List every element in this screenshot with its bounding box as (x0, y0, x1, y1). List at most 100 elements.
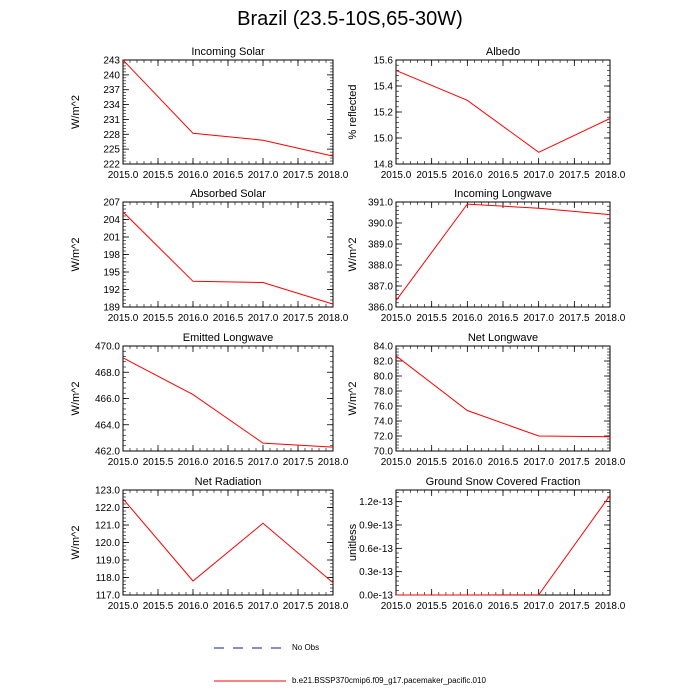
x-tick-label: 2015.5 (416, 313, 447, 324)
x-tick-label: 2016.5 (488, 170, 519, 181)
x-tick-label: 2016.5 (488, 601, 519, 612)
y-tick-label: 1.2e-13 (359, 497, 393, 508)
x-tick-label: 2018.0 (318, 601, 349, 612)
x-tick-label: 2016.0 (452, 170, 483, 181)
x-tick-label: 2016.0 (178, 457, 209, 468)
panel-title: Incoming Longwave (454, 188, 552, 200)
x-tick-label: 2016.5 (213, 313, 244, 324)
x-tick-label: 2018.0 (318, 170, 349, 181)
plot-frame (395, 59, 611, 165)
y-tick-label: 84.0 (374, 342, 394, 353)
y-tick-label: 15.6 (374, 56, 394, 67)
panel-8: Ground Snow Covered Fraction 2015.0 2015.5… (347, 476, 626, 612)
y-tick-label: 80.0 (374, 372, 394, 383)
x-tick-label: 2016.0 (178, 601, 209, 612)
y-tick-label: 0.0e-13 (359, 591, 393, 602)
series-line (122, 211, 334, 305)
y-tick-label: 121.0 (95, 521, 120, 532)
y-tick-label: 74.0 (374, 417, 394, 428)
y-tick-label: 0.6e-13 (359, 544, 393, 555)
y-tick-label: 15.2 (374, 108, 394, 119)
y-tick-label: 243 (103, 56, 120, 67)
y-tick-label: 390.0 (368, 219, 393, 230)
plot-frame (122, 345, 334, 452)
x-tick-label: 2016.5 (213, 170, 244, 181)
series-line (395, 69, 611, 153)
x-tick-label: 2015.5 (143, 601, 174, 612)
y-axis-label: % reflected (347, 84, 359, 139)
y-tick-label: 228 (103, 130, 120, 141)
y-tick-label: 240 (103, 70, 120, 81)
y-tick-label: 119.0 (96, 556, 121, 567)
y-tick-label: 0.9e-13 (359, 521, 393, 532)
plot-frame (395, 489, 611, 596)
panel-3: Absorbed Solar 2015.0 2015.5 2016.0 2016.5 20… (70, 188, 349, 324)
y-axis-label: W/m^2 (70, 526, 82, 560)
y-tick-label: 189 (103, 303, 120, 314)
panel-title: Net Radiation (195, 476, 262, 488)
x-tick-label: 2016.0 (178, 313, 209, 324)
x-tick-label: 2016.0 (452, 601, 483, 612)
y-tick-label: 389.0 (368, 240, 393, 251)
x-tick-label: 2016.5 (488, 313, 519, 324)
y-tick-label: 466.0 (95, 394, 120, 405)
x-tick-label: 2015.0 (381, 313, 412, 324)
y-tick-label: 192 (103, 285, 120, 296)
x-tick-label: 2017.0 (248, 313, 279, 324)
plot-frame (122, 59, 334, 165)
x-tick-label: 2018.0 (318, 313, 349, 324)
x-tick-label: 2017.0 (523, 313, 554, 324)
y-tick-label: 468.0 (95, 368, 120, 379)
x-tick-label: 2015.5 (416, 170, 447, 181)
y-tick-label: 237 (103, 85, 120, 96)
x-tick-label: 2015.0 (381, 457, 412, 468)
y-tick-label: 123.0 (95, 486, 120, 497)
x-tick-label: 2017.5 (283, 313, 314, 324)
x-tick-label: 2018.0 (595, 601, 626, 612)
x-tick-label: 2015.0 (381, 170, 412, 181)
x-tick-label: 2018.0 (595, 170, 626, 181)
x-tick-label: 2016.5 (213, 601, 244, 612)
x-tick-label: 2015.5 (416, 457, 447, 468)
panel-title: Absorbed Solar (190, 188, 266, 200)
x-tick-label: 2017.0 (248, 457, 279, 468)
y-tick-label: 76.0 (374, 402, 394, 413)
y-tick-label: 231 (103, 115, 120, 126)
x-tick-label: 2017.5 (559, 601, 590, 612)
x-tick-label: 2015.0 (108, 601, 139, 612)
x-tick-label: 2018.0 (318, 457, 349, 468)
y-tick-label: 201 (103, 233, 120, 244)
y-tick-label: 222 (103, 160, 120, 171)
y-tick-label: 204 (103, 215, 120, 226)
x-tick-label: 2016.0 (452, 457, 483, 468)
y-axis-label: W/m^2 (347, 238, 359, 272)
x-tick-label: 2015.5 (143, 457, 174, 468)
x-tick-label: 2017.5 (283, 457, 314, 468)
plot-frame (122, 201, 334, 308)
figure-title: Brazil (23.5-10S,65-30W) (237, 8, 463, 30)
y-tick-label: 15.4 (374, 82, 394, 93)
x-tick-label: 2015.0 (381, 601, 412, 612)
x-tick-label: 2017.0 (523, 457, 554, 468)
y-tick-label: 391.0 (368, 198, 393, 209)
x-tick-label: 2016.5 (488, 457, 519, 468)
y-tick-label: 386.0 (368, 303, 393, 314)
x-tick-label: 2016.5 (213, 457, 244, 468)
x-tick-label: 2017.0 (248, 170, 279, 181)
x-tick-label: 2017.5 (559, 457, 590, 468)
panel-1: Incoming Solar 2015.0 2015.5 2016.0 2016.5 20… (70, 46, 349, 181)
panel-6: Net Longwave 2015.0 2015.5 2016.0 2016.5 2017… (347, 332, 626, 468)
y-tick-label: 117.0 (96, 591, 121, 602)
y-tick-label: 120.0 (95, 538, 120, 549)
x-tick-label: 2017.0 (523, 170, 554, 181)
plot-frame (122, 489, 334, 596)
panel-title: Incoming Solar (191, 46, 265, 58)
panel-5: Emitted Longwave 2015.0 2015.5 2016.0 2016.5… (70, 332, 349, 468)
y-tick-label: 15.0 (374, 134, 394, 145)
y-tick-label: 122.0 (95, 503, 120, 514)
x-tick-label: 2017.5 (283, 170, 314, 181)
x-tick-label: 2015.5 (143, 313, 174, 324)
plot-frame (395, 201, 611, 308)
y-tick-label: 78.0 (374, 387, 394, 398)
y-tick-label: 388.0 (368, 261, 393, 272)
